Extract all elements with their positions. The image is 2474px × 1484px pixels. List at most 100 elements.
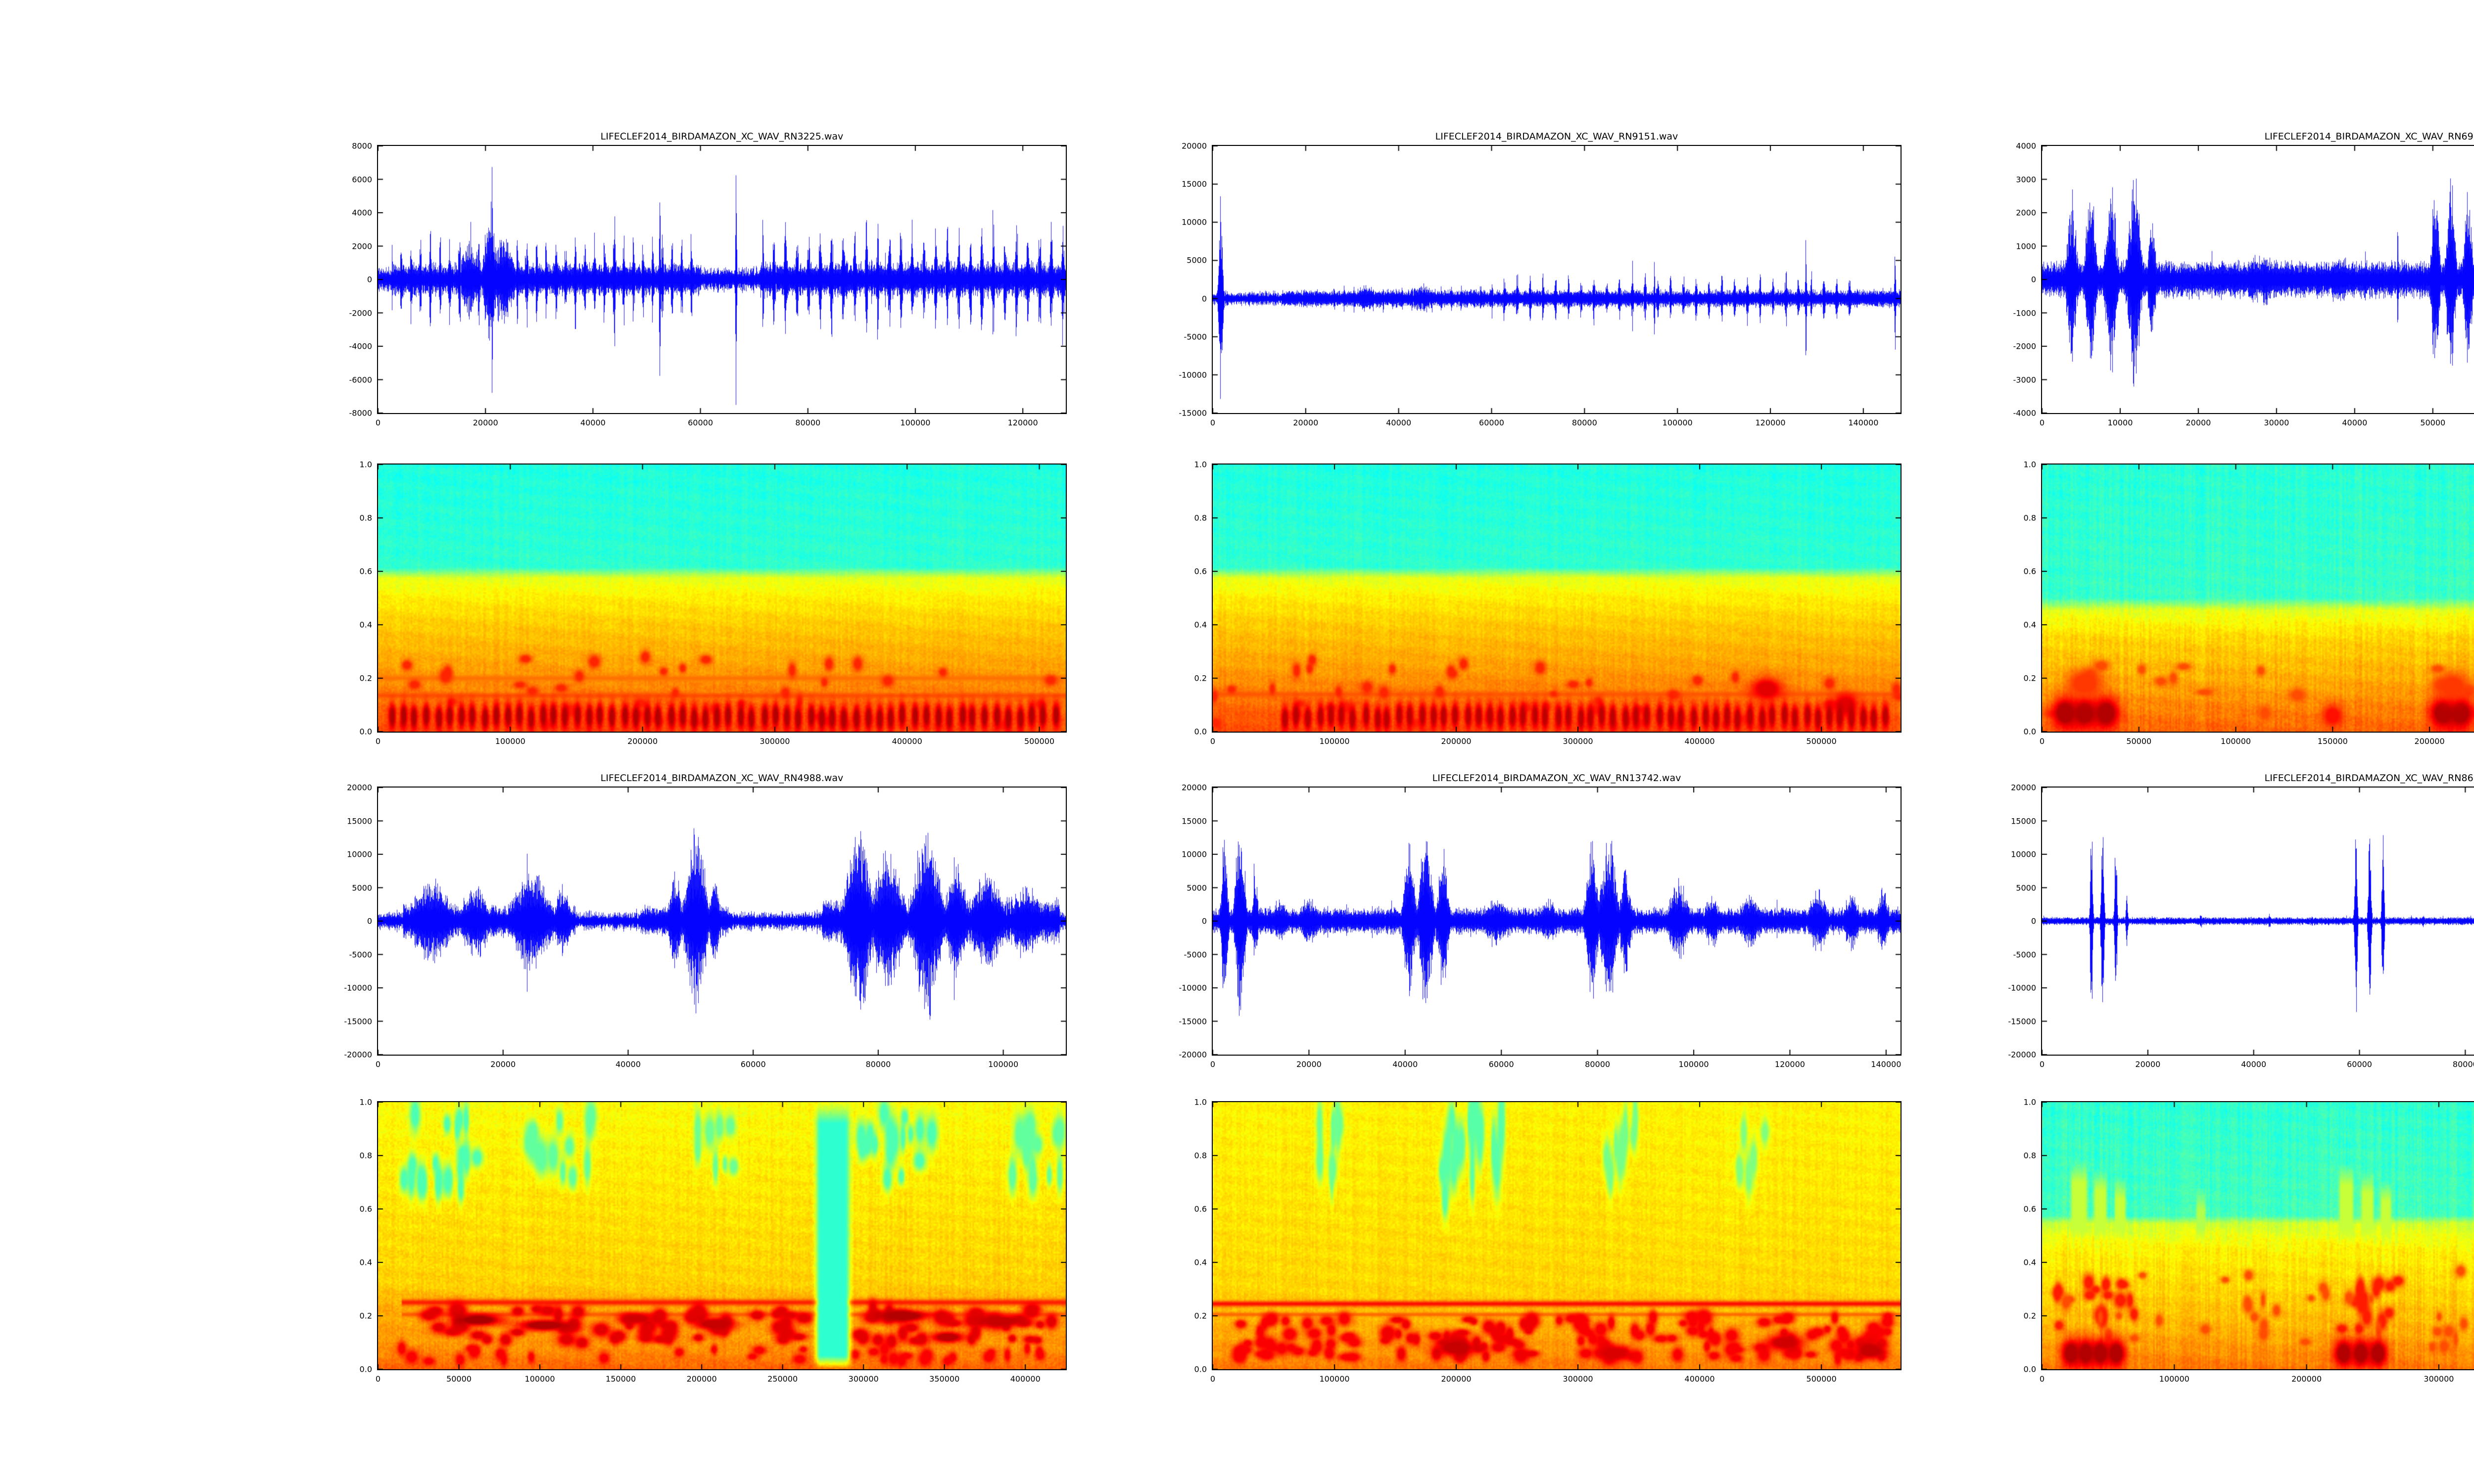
y-tick-label: 4000 bbox=[352, 208, 372, 218]
x-tick-label: 40000 bbox=[2342, 418, 2368, 427]
x-tick-label: 100000 bbox=[1678, 1060, 1709, 1069]
x-tick-label: 500000 bbox=[1024, 737, 1055, 746]
y-tick-label: -5000 bbox=[2013, 950, 2037, 959]
y-tick-label: 0.0 bbox=[2023, 727, 2036, 737]
y-tick-label: 10000 bbox=[2011, 849, 2036, 859]
y-tick-label: 1.0 bbox=[1194, 1097, 1207, 1107]
spectrogram-canvas bbox=[2042, 1102, 2474, 1369]
y-tick-label: 10000 bbox=[347, 849, 372, 859]
waveform-plot-5: LIFECLEF2014_BIRDAMAZON_XC_WAV_RN13742.w… bbox=[1179, 773, 1902, 1069]
x-tick-label: 80000 bbox=[865, 1060, 891, 1069]
x-tick-label: 20000 bbox=[2135, 1060, 2161, 1069]
y-tick-label: 6000 bbox=[352, 175, 372, 184]
y-tick-label: 8000 bbox=[352, 141, 372, 151]
y-tick-label: 20000 bbox=[347, 783, 372, 792]
y-tick-label: 0.4 bbox=[359, 1257, 372, 1267]
waveform-canvas bbox=[2042, 788, 2474, 1055]
y-tick-label: 0.4 bbox=[359, 620, 372, 630]
x-tick-label: 200000 bbox=[1441, 1374, 1472, 1384]
y-tick-label: -2000 bbox=[349, 308, 373, 318]
x-tick-label: 100000 bbox=[1662, 418, 1693, 427]
y-tick-label: -5000 bbox=[349, 950, 373, 959]
y-tick-label: 0.8 bbox=[2023, 1151, 2036, 1160]
x-tick-label: 200000 bbox=[686, 1374, 717, 1384]
x-tick-label: 0 bbox=[2039, 418, 2045, 427]
y-tick-label: 0.6 bbox=[2023, 566, 2036, 576]
x-tick-label: 80000 bbox=[2452, 1060, 2474, 1069]
y-tick-label: 0.4 bbox=[2023, 620, 2036, 630]
x-tick-label: 100000 bbox=[524, 1374, 555, 1384]
y-tick-label: -5000 bbox=[1184, 950, 1207, 959]
y-tick-label: 1.0 bbox=[1194, 460, 1207, 469]
x-tick-label: 400000 bbox=[1010, 1374, 1041, 1384]
x-tick-label: 0 bbox=[375, 1374, 381, 1384]
y-tick-label: -15000 bbox=[2008, 1017, 2036, 1026]
y-tick-label: -10000 bbox=[1179, 370, 1207, 380]
x-tick-label: 60000 bbox=[1479, 418, 1504, 427]
y-tick-label: -4000 bbox=[2013, 408, 2037, 418]
x-tick-label: 140000 bbox=[1871, 1060, 1902, 1069]
y-tick-label: 0.4 bbox=[1194, 620, 1207, 630]
y-tick-label: 1.0 bbox=[359, 1097, 372, 1107]
x-tick-label: 300000 bbox=[848, 1374, 879, 1384]
y-tick-label: 0.8 bbox=[2023, 513, 2036, 523]
x-tick-label: 350000 bbox=[929, 1374, 960, 1384]
x-tick-label: 40000 bbox=[616, 1060, 641, 1069]
y-tick-label: -10000 bbox=[344, 983, 372, 993]
waveform-canvas bbox=[1213, 788, 1901, 1055]
x-tick-label: 20000 bbox=[1293, 418, 1319, 427]
y-tick-label: 5000 bbox=[2016, 883, 2036, 892]
plot-title: LIFECLEF2014_BIRDAMAZON_XC_WAV_RN4988.wa… bbox=[600, 773, 844, 784]
y-tick-label: 2000 bbox=[2016, 208, 2036, 218]
x-tick-label: 300000 bbox=[1563, 1374, 1593, 1384]
spectrogram-canvas bbox=[2042, 464, 2474, 732]
y-tick-label: 0.0 bbox=[359, 1364, 372, 1374]
x-tick-label: 50000 bbox=[2126, 737, 2152, 746]
y-tick-label: -4000 bbox=[349, 341, 373, 351]
x-tick-label: 0 bbox=[2039, 1060, 2045, 1069]
x-tick-label: 120000 bbox=[1774, 1060, 1805, 1069]
x-tick-label: 400000 bbox=[1684, 737, 1715, 746]
x-tick-label: 20000 bbox=[2186, 418, 2211, 427]
x-tick-label: 100000 bbox=[900, 418, 931, 427]
y-tick-label: 1.0 bbox=[359, 460, 372, 469]
x-tick-label: 100000 bbox=[2159, 1374, 2189, 1384]
spectrogram-plot-6: 01000002000003000004000005000000.00.20.4… bbox=[2024, 1098, 2474, 1384]
y-tick-label: -2000 bbox=[2013, 341, 2037, 351]
waveform-plot-1: LIFECLEF2014_BIRDAMAZON_XC_WAV_RN3225.wa… bbox=[349, 131, 1067, 427]
spectrogram-canvas bbox=[1213, 1102, 1901, 1369]
x-tick-label: 150000 bbox=[2317, 737, 2348, 746]
y-tick-label: -1000 bbox=[2013, 308, 2037, 318]
x-tick-label: 80000 bbox=[1571, 418, 1597, 427]
y-tick-label: 0.0 bbox=[2023, 1364, 2036, 1374]
x-tick-label: 500000 bbox=[1806, 1374, 1837, 1384]
y-tick-label: 0.0 bbox=[1194, 727, 1207, 737]
x-tick-label: 400000 bbox=[892, 737, 922, 746]
y-tick-label: 0 bbox=[1201, 916, 1207, 926]
waveform-canvas bbox=[1213, 146, 1901, 413]
y-tick-label: -15000 bbox=[1179, 408, 1207, 418]
spectrogram-plot-1: 0 100000 200000 300000 400000 500000 0.0 0.2 0.4… bbox=[360, 460, 1067, 746]
y-tick-label: 3000 bbox=[2016, 175, 2036, 184]
x-tick-label: 60000 bbox=[1488, 1060, 1514, 1069]
x-tick-label: 300000 bbox=[760, 737, 790, 746]
y-tick-label: 0 bbox=[2031, 275, 2036, 284]
x-tick-label: 140000 bbox=[1848, 418, 1879, 427]
spectrogram-plot-2: 0 100000 200000 300000 400000 500000 0.0 0.2 0.4… bbox=[1194, 460, 1902, 746]
x-tick-label: 100000 bbox=[495, 737, 525, 746]
y-tick-label: -10000 bbox=[1179, 983, 1207, 993]
y-tick-label: 0.0 bbox=[1194, 1364, 1207, 1374]
x-tick-label: 0 bbox=[1210, 418, 1216, 427]
y-tick-label: 5000 bbox=[352, 883, 372, 892]
y-tick-label: 0 bbox=[367, 275, 372, 284]
y-tick-label: 0.6 bbox=[359, 1204, 372, 1214]
waveform-canvas bbox=[378, 788, 1066, 1055]
waveform-plot-2: LIFECLEF2014_BIRDAMAZON_XC_WAV_RN9151.wa… bbox=[1179, 131, 1902, 427]
y-tick-label: 5000 bbox=[1187, 255, 1207, 265]
spectrogram-canvas bbox=[378, 1102, 1066, 1369]
spectrogram-plot-4: 0 50000 100000 150000 200000 250000 300000 3500… bbox=[360, 1098, 1067, 1384]
x-tick-label: 100000 bbox=[988, 1060, 1019, 1069]
x-tick-label: 40000 bbox=[580, 418, 606, 427]
x-tick-label: 20000 bbox=[490, 1060, 516, 1069]
